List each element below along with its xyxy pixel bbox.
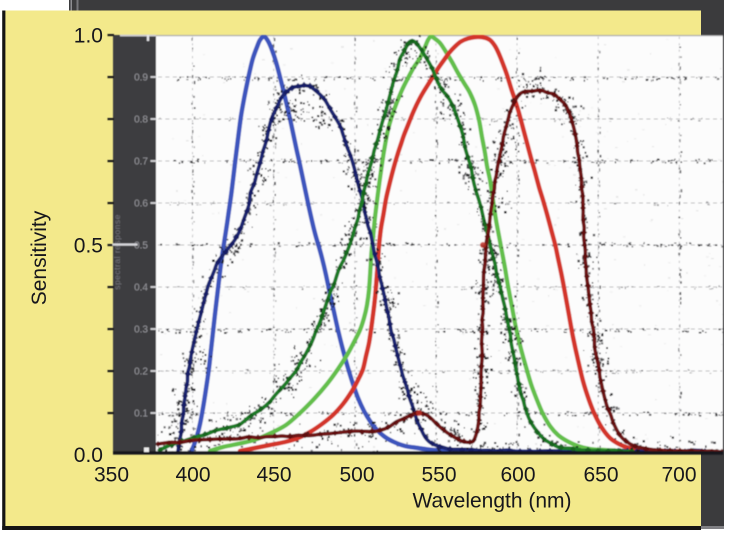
svg-text:Wavelength (nm): Wavelength (nm) [412,490,571,513]
svg-text:0.8: 0.8 [134,115,148,126]
svg-text:650: 650 [583,464,618,487]
svg-text:Sensitivity: Sensitivity [28,210,51,305]
svg-text:500: 500 [339,464,374,487]
svg-text:0.3: 0.3 [134,325,148,336]
svg-text:400: 400 [175,464,210,487]
svg-text:spectral response: spectral response [112,214,122,290]
svg-text:550: 550 [421,464,456,487]
svg-text:0.7: 0.7 [134,157,148,168]
svg-text:600: 600 [500,464,535,487]
svg-text:0.9: 0.9 [134,73,148,84]
svg-text:0.6: 0.6 [134,199,148,210]
svg-text:700: 700 [661,464,696,487]
svg-text:0.1: 0.1 [134,409,148,420]
svg-text:0.2: 0.2 [134,367,148,378]
svg-text:0.4: 0.4 [134,283,148,294]
svg-text:0.0: 0.0 [74,444,103,467]
svg-text:350: 350 [94,464,129,487]
svg-text:0.5: 0.5 [74,235,103,258]
svg-text:1.0: 1.0 [74,25,103,48]
svg-text:450: 450 [256,464,291,487]
svg-text:0.5: 0.5 [134,241,148,252]
